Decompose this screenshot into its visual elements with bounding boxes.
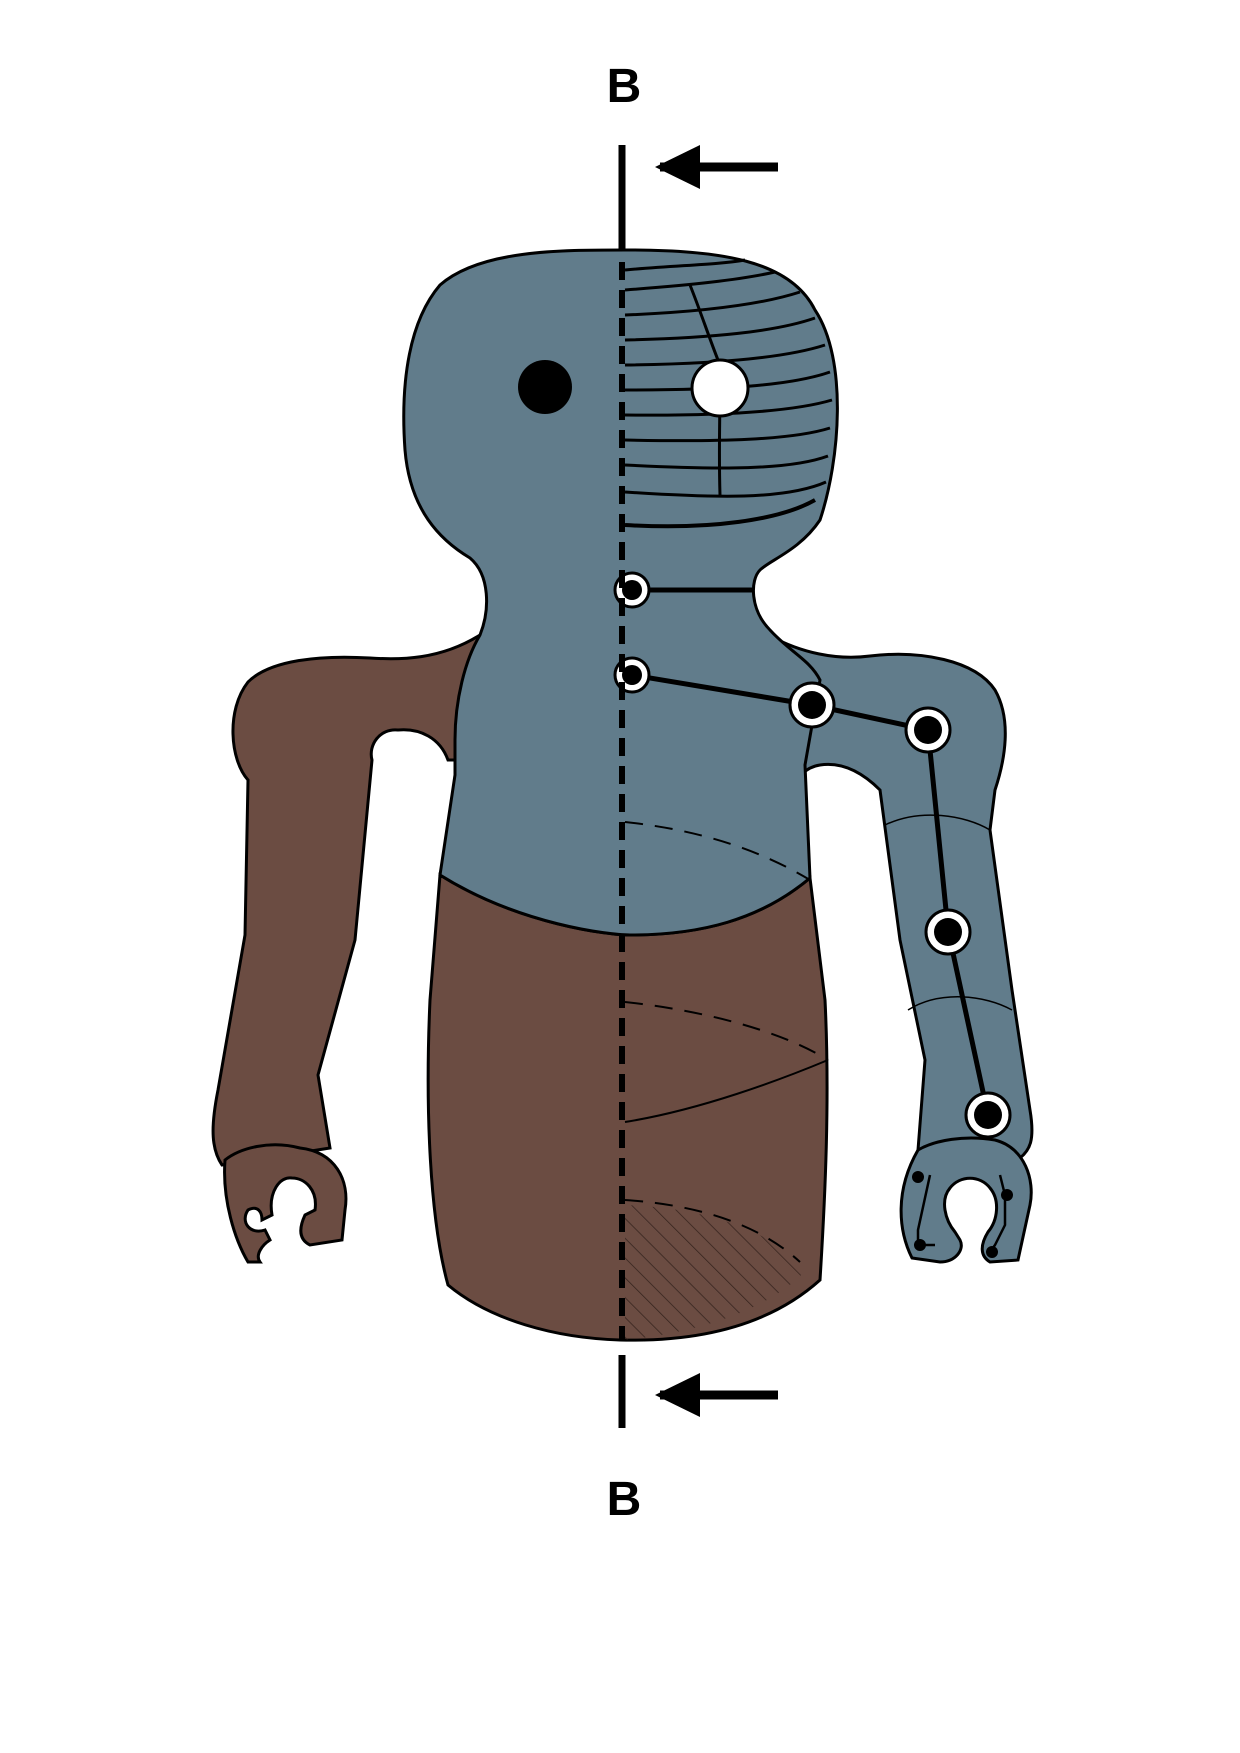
joint-circle-icon <box>622 665 642 685</box>
hand-joint-icon <box>1001 1189 1013 1201</box>
section-label-bottom: B <box>607 1473 642 1526</box>
joint-circle-icon <box>798 691 826 719</box>
torso-interior-lines <box>624 821 829 1263</box>
hand-joint-icon <box>986 1246 998 1258</box>
joint-circle-icon <box>934 918 962 946</box>
left-upper-arm <box>211 632 482 1167</box>
arrow-left-icon <box>655 145 778 189</box>
hand-joint-icon <box>914 1239 926 1251</box>
eye-icon <box>518 360 572 414</box>
left-arm <box>211 632 482 1264</box>
joint-circle-icon <box>974 1101 1002 1129</box>
joints <box>613 571 1012 1139</box>
hand-joint-icon <box>912 1171 924 1183</box>
right-arm <box>758 627 1034 1264</box>
hatched-region <box>625 1205 808 1340</box>
eye-icon <box>690 358 750 418</box>
right-upper-arm <box>758 627 1034 1160</box>
arrow-left-icon <box>655 1373 778 1417</box>
section-label-top: B <box>607 60 642 113</box>
joint-circle-icon <box>914 716 942 744</box>
joint-circle-icon <box>622 580 642 600</box>
right-hand <box>899 1136 1033 1264</box>
left-hand <box>223 1143 348 1264</box>
